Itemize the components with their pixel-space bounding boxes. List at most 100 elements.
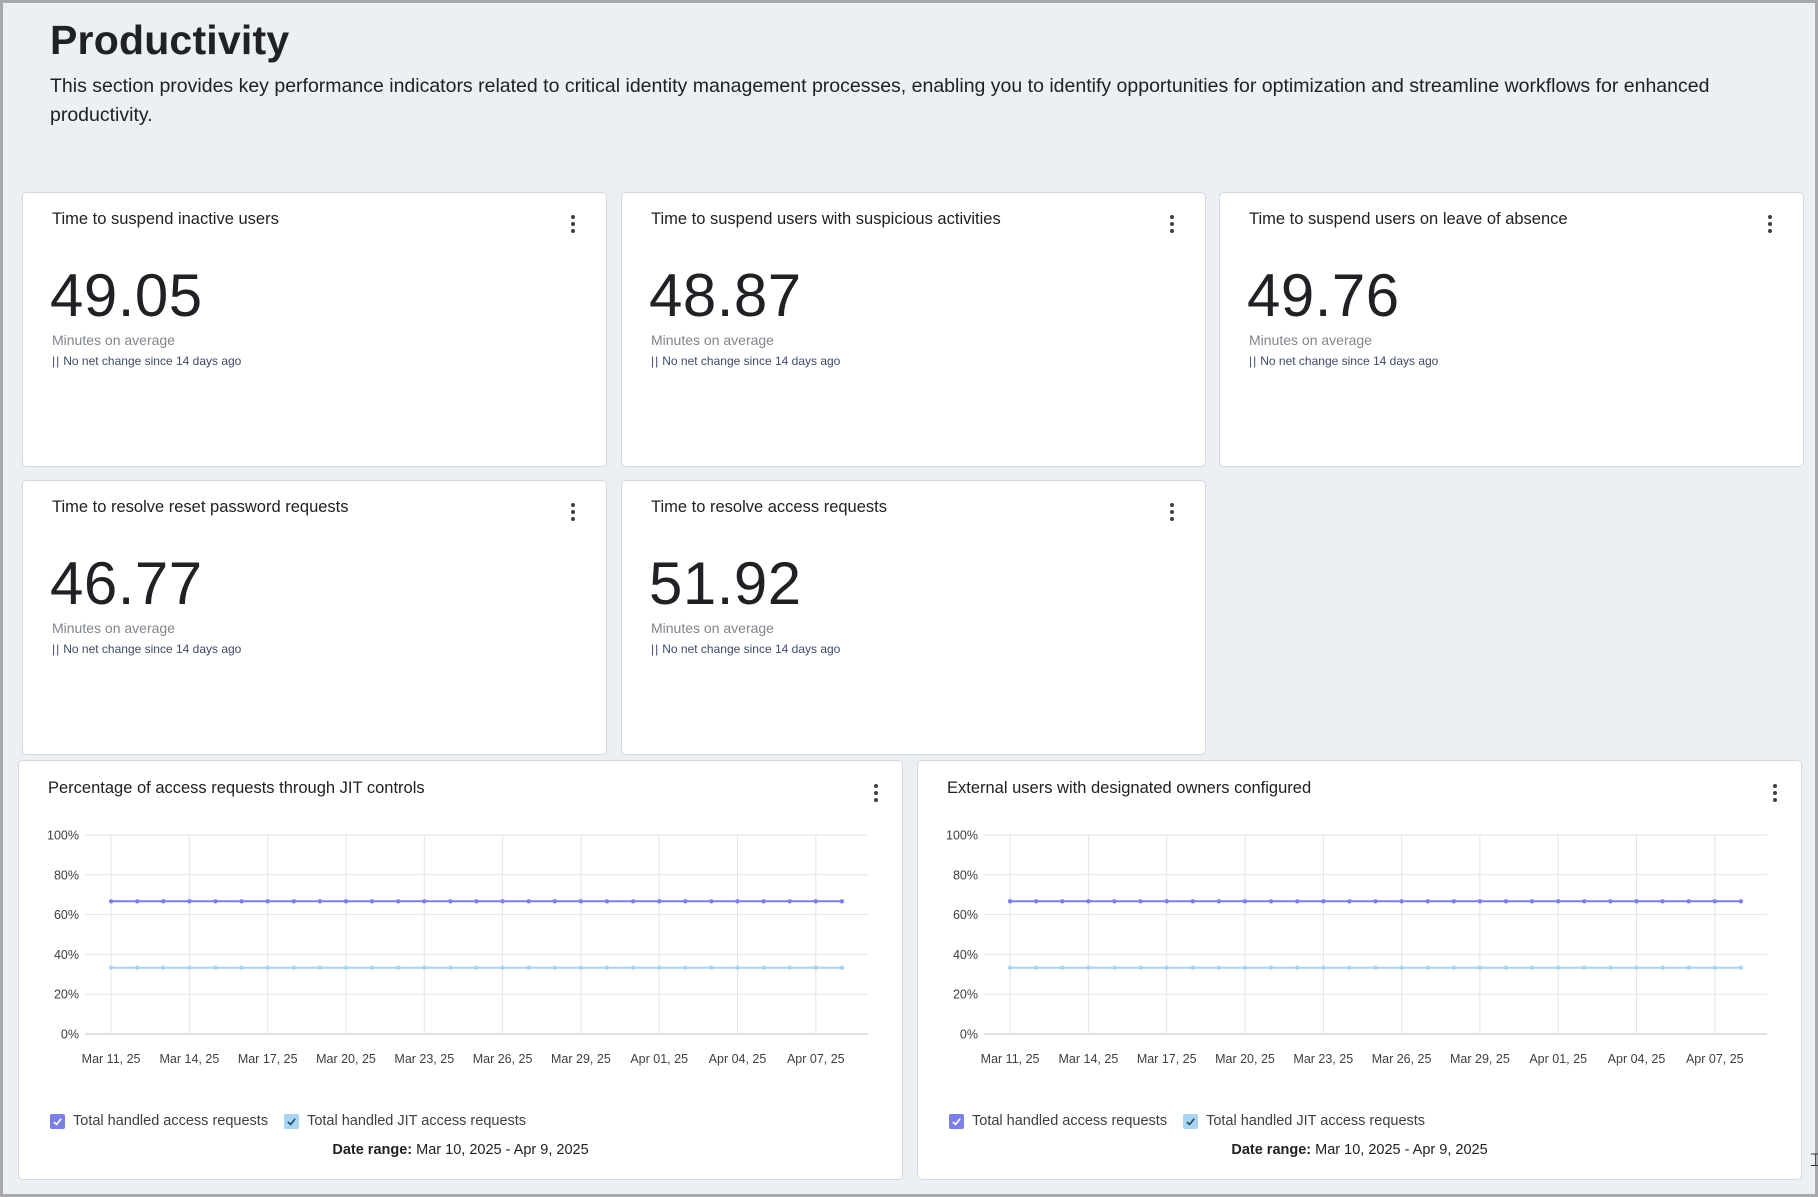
data-point	[839, 965, 845, 970]
data-point	[1242, 965, 1248, 970]
data-point	[1347, 899, 1352, 904]
data-point	[500, 965, 505, 970]
kpi-title: Time to suspend users with suspicious ac…	[651, 210, 1001, 228]
data-point	[1608, 965, 1613, 970]
legend-checkbox[interactable]	[949, 1113, 964, 1129]
y-tick-label: 20%	[953, 988, 978, 1002]
chart-legend: Total handled access requests Total hand…	[50, 1113, 526, 1129]
data-point	[1190, 965, 1195, 970]
data-point	[657, 965, 662, 970]
kpi-value: 49.76	[1247, 262, 1400, 329]
legend-item-total-jit[interactable]: Total handled JIT access requests	[1183, 1113, 1425, 1129]
data-point	[369, 965, 375, 970]
x-tick-label: Mar 20, 25	[316, 1052, 376, 1066]
data-point	[213, 965, 218, 970]
data-point	[448, 965, 453, 970]
data-point	[1556, 899, 1561, 904]
data-point	[108, 899, 114, 904]
line-chart: 0% 20% 40% 60% 80% 100% Mar 11, 25 Mar 14, 25 Ma…	[946, 829, 1767, 1066]
data-point	[135, 965, 140, 970]
data-point	[735, 899, 740, 904]
y-tick-label: 0%	[61, 1028, 79, 1042]
chart-title: Percentage of access requests through JI…	[48, 779, 425, 797]
data-point	[604, 965, 610, 970]
chart-legend: Total handled access requests Total hand…	[949, 1113, 1425, 1129]
date-range: Date range: Mar 10, 2025 - Apr 9, 2025	[918, 1142, 1801, 1158]
x-tick-label: Mar 20, 25	[1215, 1052, 1275, 1066]
x-tick-label: Mar 29, 25	[1450, 1052, 1510, 1066]
x-tick-label: Mar 17, 25	[238, 1052, 298, 1066]
legend-label: Total handled JIT access requests	[1206, 1113, 1426, 1129]
x-tick-label: Mar 23, 25	[1293, 1052, 1353, 1066]
y-tick-label: 100%	[946, 829, 978, 843]
kpi-change-text: No net change since 14 days ago	[63, 642, 242, 656]
data-point	[1086, 965, 1091, 970]
data-point	[1634, 965, 1639, 970]
kpi-change-text: No net change since 14 days ago	[662, 354, 841, 368]
data-point	[1138, 965, 1143, 970]
data-point	[474, 899, 479, 904]
data-point	[1660, 899, 1665, 904]
data-point	[187, 899, 192, 904]
data-point	[1216, 965, 1222, 970]
data-point	[1321, 899, 1326, 904]
data-point	[1712, 965, 1717, 970]
page-title: Productivity	[50, 17, 290, 63]
y-tick-label: 40%	[953, 948, 978, 962]
data-point	[239, 965, 244, 970]
x-tick-label: Mar 11, 25	[981, 1052, 1040, 1066]
data-point	[1399, 899, 1404, 904]
kpi-title: Time to resolve reset password requests	[52, 498, 349, 516]
data-point	[526, 965, 531, 970]
data-point	[1112, 899, 1117, 904]
more-options-icon[interactable]	[866, 782, 886, 804]
data-point	[422, 899, 427, 904]
data-point	[1295, 965, 1300, 970]
data-point	[578, 965, 584, 970]
data-point	[1399, 965, 1404, 970]
kpi-card-suspend-leave: Time to suspend users on leave of absenc…	[1219, 192, 1804, 467]
data-point	[1477, 899, 1483, 904]
data-point	[1373, 899, 1378, 904]
more-options-icon[interactable]	[1162, 213, 1182, 235]
legend-checkbox[interactable]	[50, 1113, 65, 1129]
data-point	[1034, 965, 1039, 970]
legend-label: Total handled access requests	[972, 1113, 1168, 1129]
data-point	[604, 899, 610, 904]
kpi-change-text: No net change since 14 days ago	[662, 642, 841, 656]
data-point	[1190, 899, 1195, 904]
data-point	[1477, 965, 1483, 970]
data-point	[761, 965, 766, 970]
x-tick-label: Apr 07, 25	[787, 1052, 845, 1066]
data-point	[1738, 899, 1744, 904]
more-options-icon[interactable]	[563, 213, 583, 235]
kpi-unit: Minutes on average	[1249, 332, 1372, 348]
kpi-change-text: No net change since 14 days ago	[63, 354, 242, 368]
y-tick-label: 0%	[960, 1028, 978, 1042]
data-point	[578, 899, 584, 904]
legend-item-total-access[interactable]: Total handled access requests	[50, 1113, 268, 1129]
data-point	[761, 899, 766, 904]
data-point	[1242, 899, 1248, 904]
more-options-icon[interactable]	[1162, 501, 1182, 523]
chart-card-external-owners: External users with designated owners co…	[917, 760, 1802, 1180]
data-point	[813, 965, 818, 970]
legend-checkbox[interactable]	[1183, 1113, 1199, 1129]
kpi-unit: Minutes on average	[52, 332, 175, 348]
data-point	[1738, 965, 1744, 970]
legend-item-total-access[interactable]: Total handled access requests	[949, 1113, 1167, 1129]
x-tick-label: Apr 01, 25	[1529, 1052, 1587, 1066]
data-point	[1007, 899, 1013, 904]
more-options-icon[interactable]	[1760, 213, 1780, 235]
legend-item-total-jit[interactable]: Total handled JIT access requests	[284, 1113, 526, 1129]
data-point	[683, 899, 688, 904]
data-point	[1086, 899, 1091, 904]
more-options-icon[interactable]	[1765, 782, 1785, 804]
x-tick-label: Mar 26, 25	[1372, 1052, 1432, 1066]
kpi-title: Time to suspend inactive users	[52, 210, 279, 228]
y-tick-label: 20%	[54, 988, 79, 1002]
line-chart: 0% 20% 40% 60% 80% 100% Mar 11, 25 Mar 14, 25 Ma…	[47, 829, 868, 1066]
legend-checkbox[interactable]	[284, 1113, 300, 1129]
more-options-icon[interactable]	[563, 501, 583, 523]
date-range-value: Mar 10, 2025 - Apr 9, 2025	[1315, 1142, 1488, 1158]
